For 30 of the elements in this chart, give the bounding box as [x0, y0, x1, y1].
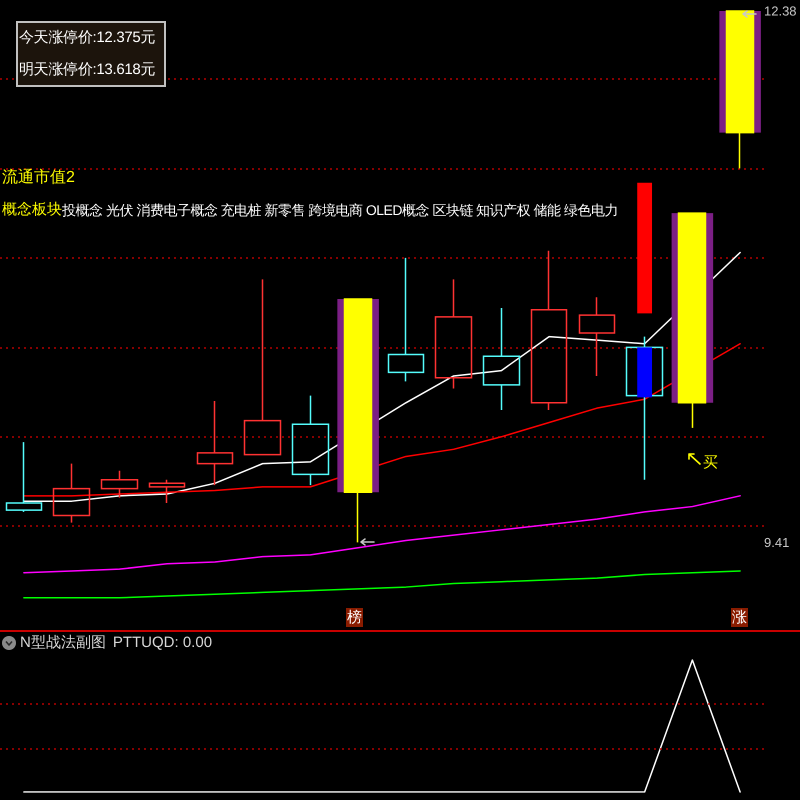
- annotation: 概念板块: [2, 201, 62, 218]
- annotation: 榜: [346, 608, 363, 627]
- candlestick: [434, 278, 472, 390]
- line-series: [23, 570, 741, 599]
- candlestick: [52, 462, 90, 524]
- candlestick: [292, 394, 330, 486]
- y-tick-label: 12.38: [764, 4, 797, 18]
- candlestick: [244, 278, 282, 456]
- annotation: 明天涨停价:13.618元: [19, 61, 156, 78]
- candlestick: [530, 250, 568, 411]
- candlestick: [482, 307, 520, 411]
- candlestick: [196, 400, 234, 486]
- candlestick: [578, 296, 616, 377]
- candlestick: [148, 478, 186, 504]
- annotation: 今天涨停价:12.375元: [19, 29, 156, 46]
- annotation: 涨: [731, 608, 748, 627]
- info-box: 今天涨停价:12.375元 明天涨停价:13.618元: [16, 21, 166, 87]
- text: PTTUQD: 0.00: [112, 634, 212, 651]
- candlestick: [6, 441, 42, 513]
- bar: [637, 182, 652, 314]
- candlestick: [388, 257, 424, 382]
- y-tick-label: 9.41: [764, 534, 790, 550]
- annotation: 投概念 光伏 消费电子概念 充电桩 新零售 跨境电商 OLED概念 区块链 知识产权 储能 绿色电力: [62, 202, 618, 218]
- bar: [637, 347, 652, 398]
- candlestick: [626, 336, 664, 480]
- chart-title: N型战法副图: [20, 634, 106, 651]
- candlestick: [100, 470, 138, 498]
- line-series: [23, 495, 741, 574]
- annotation: 流通市值2: [2, 169, 75, 186]
- annotation: 买: [703, 454, 718, 471]
